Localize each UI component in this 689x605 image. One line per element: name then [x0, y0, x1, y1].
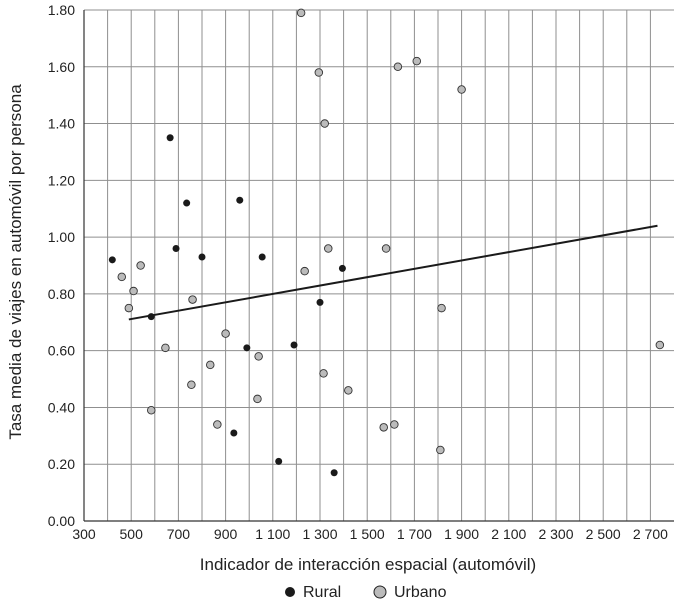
trend-line: [128, 224, 658, 321]
point-urbano: [412, 56, 422, 66]
x-tick-label: 700: [167, 526, 191, 542]
point-urbano: [457, 85, 466, 94]
point-rural: [290, 341, 298, 349]
point-urbano: [253, 394, 262, 404]
point-rural: [275, 457, 283, 465]
point-rural: [172, 244, 180, 252]
x-tick-label: 900: [214, 526, 238, 542]
legend-marker-urbano: [373, 585, 387, 599]
point-rural: [166, 134, 174, 142]
point-urbano: [314, 68, 324, 77]
point-rural: [258, 253, 266, 261]
x-tick-label: 1 500: [350, 526, 385, 542]
point-urbano: [117, 272, 127, 282]
point-urbano: [254, 352, 263, 361]
point-rural: [108, 256, 116, 264]
point-rural: [183, 199, 191, 207]
x-tick-label: 2 500: [586, 526, 621, 542]
x-tick-label: 300: [72, 526, 96, 542]
trendline-group: [128, 224, 658, 321]
point-urbano: [344, 386, 353, 395]
legend-label-urbano: Urbano: [394, 584, 447, 601]
y-tick-label: 0.60: [48, 343, 75, 359]
y-tick-label: 0.00: [48, 513, 75, 529]
y-tick-label: 0.20: [48, 456, 75, 472]
point-urbano: [136, 261, 145, 270]
y-tick-label: 0.80: [48, 286, 75, 302]
point-urbano: [213, 420, 222, 429]
point-urbano: [221, 329, 230, 338]
legend-marker-rural: [285, 587, 295, 597]
point-urbano: [379, 423, 388, 432]
point-urbano: [436, 445, 445, 455]
y-tick-label: 1.60: [48, 59, 75, 75]
point-urbano: [393, 62, 403, 72]
point-rural: [338, 264, 346, 272]
point-urbano: [161, 343, 170, 353]
point-urbano: [124, 303, 134, 313]
x-tick-label: 2 700: [633, 526, 668, 542]
point-urbano: [187, 380, 196, 389]
point-urbano: [300, 266, 309, 276]
point-urbano: [319, 369, 328, 378]
point-urbano: [206, 360, 215, 370]
point-urbano: [390, 420, 399, 429]
point-rural: [330, 469, 338, 477]
point-urbano: [320, 119, 329, 128]
x-tick-label: 1 100: [255, 526, 290, 542]
point-urbano: [437, 303, 446, 313]
y-tick-label: 1.00: [48, 229, 75, 245]
tick-labels: 300 500 700 900 1 100 1 300 1 500 1 700 1 900 2 1…: [48, 2, 668, 542]
point-rural: [316, 298, 324, 306]
point-rural: [230, 429, 238, 437]
y-tick-label: 1.20: [48, 172, 75, 188]
data-points: [108, 8, 665, 477]
axes: [83, 10, 674, 522]
point-urbano: [381, 244, 391, 253]
y-tick-label: 0.40: [48, 399, 75, 415]
x-tick-label: 1 900: [444, 526, 479, 542]
point-urbano: [324, 244, 333, 253]
point-rural: [243, 344, 251, 352]
x-tick-label: 2 100: [491, 526, 526, 542]
point-urbano: [188, 295, 197, 304]
point-rural: [236, 196, 244, 204]
point-urbano: [296, 8, 306, 18]
point-urbano: [129, 286, 138, 296]
x-tick-label: 1 700: [397, 526, 432, 542]
legend-label-rural: Rural: [303, 584, 341, 601]
point-rural: [198, 253, 206, 261]
x-tick-label: 1 300: [302, 526, 337, 542]
grid: [84, 9, 674, 521]
y-tick-label: 1.80: [48, 2, 75, 18]
point-urbano: [655, 340, 665, 350]
y-axis-label: Tasa media de viajes en automóvil por pe…: [6, 84, 25, 440]
x-axis-label: Indicador de interacción espacial (autom…: [200, 555, 536, 574]
point-rural: [147, 313, 155, 321]
legend: Rural Urbano: [285, 584, 447, 601]
x-tick-label: 500: [120, 526, 144, 542]
x-tick-label: 2 300: [538, 526, 573, 542]
y-tick-label: 1.40: [48, 116, 75, 132]
point-urbano: [147, 406, 156, 415]
